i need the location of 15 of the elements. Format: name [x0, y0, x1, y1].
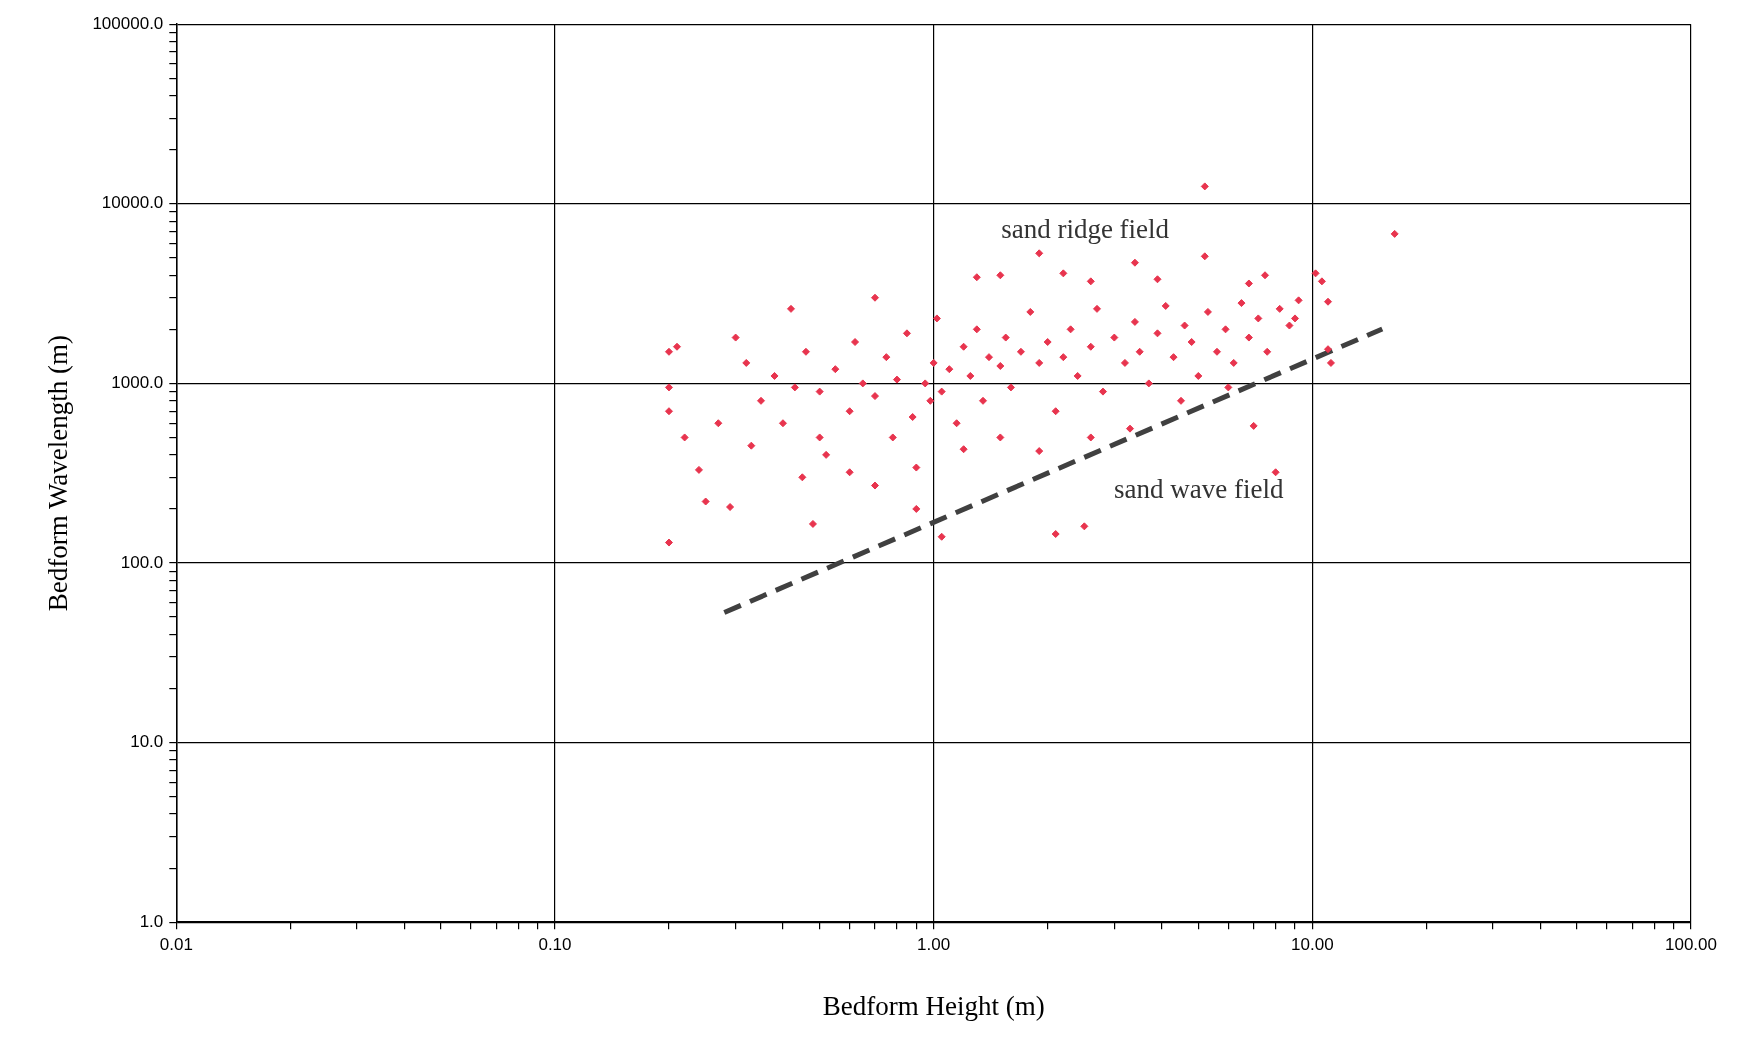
y-tick-label: 10000.0	[101, 193, 164, 213]
x-axis-title: Bedform Height (m)	[822, 990, 1045, 1021]
y-axis-title: Bedform Wavelength (m)	[43, 335, 74, 612]
y-tick-label: 100.0	[120, 552, 164, 572]
x-tick-label: 1.00	[917, 935, 951, 955]
x-tick-label: 0.01	[159, 935, 193, 955]
y-tick-label: 100000.0	[92, 13, 164, 33]
x-tick-label: 0.10	[538, 935, 572, 955]
x-tick-label: 100.00	[1665, 935, 1717, 955]
annotation: sand wave field	[1114, 474, 1284, 505]
y-tick-label: 10.0	[130, 732, 164, 752]
x-tick-label: 10.00	[1291, 935, 1334, 955]
y-tick-label: 1.0	[139, 911, 164, 931]
y-tick-label: 1000.0	[111, 373, 164, 393]
annotation: sand ridge field	[1001, 213, 1170, 244]
